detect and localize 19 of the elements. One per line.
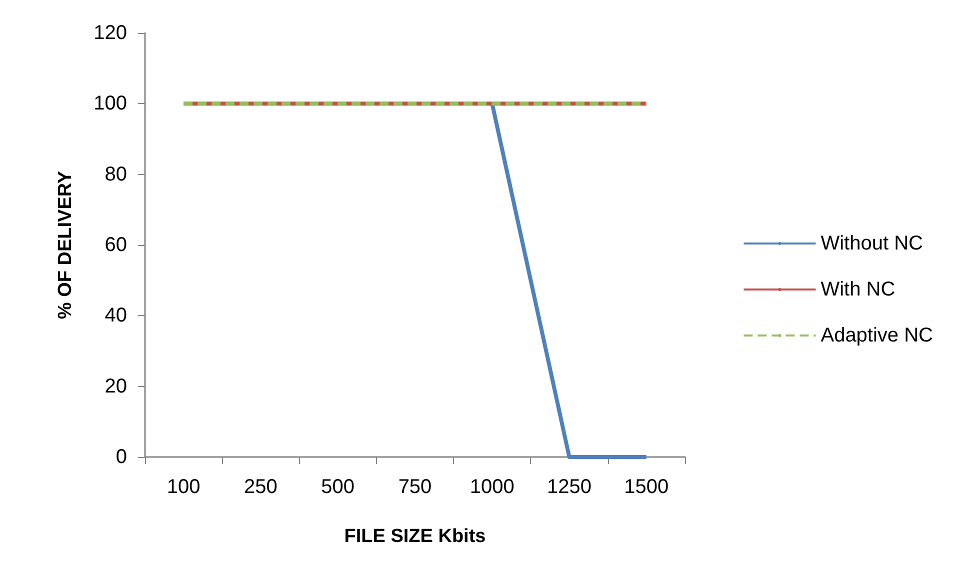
y-axis-title: % OF DELIVERY <box>55 170 76 320</box>
x-tick-label: 1500 <box>624 476 669 498</box>
legend-label: Adaptive NC <box>820 324 934 346</box>
legend-label: With NC <box>820 278 896 300</box>
x-axis-title: FILE SIZE Kbits <box>344 526 486 547</box>
y-tick-label: 80 <box>104 163 127 186</box>
x-tick-label: 500 <box>321 476 355 498</box>
x-tick-label: 1000 <box>470 476 514 498</box>
x-tick-label: 1250 <box>547 476 592 498</box>
y-tick-label: 120 <box>94 22 127 44</box>
y-tick-label: 100 <box>94 92 127 115</box>
y-tick-label: 40 <box>104 304 127 327</box>
y-tick-label: 20 <box>104 375 127 398</box>
x-tick-label: 750 <box>398 476 432 498</box>
x-tick-label: 100 <box>166 476 200 498</box>
x-tick-label: 250 <box>244 476 278 498</box>
legend-label: Without NC <box>820 232 923 254</box>
y-tick-label: 0 <box>116 446 127 468</box>
y-tick-label: 60 <box>104 234 127 256</box>
